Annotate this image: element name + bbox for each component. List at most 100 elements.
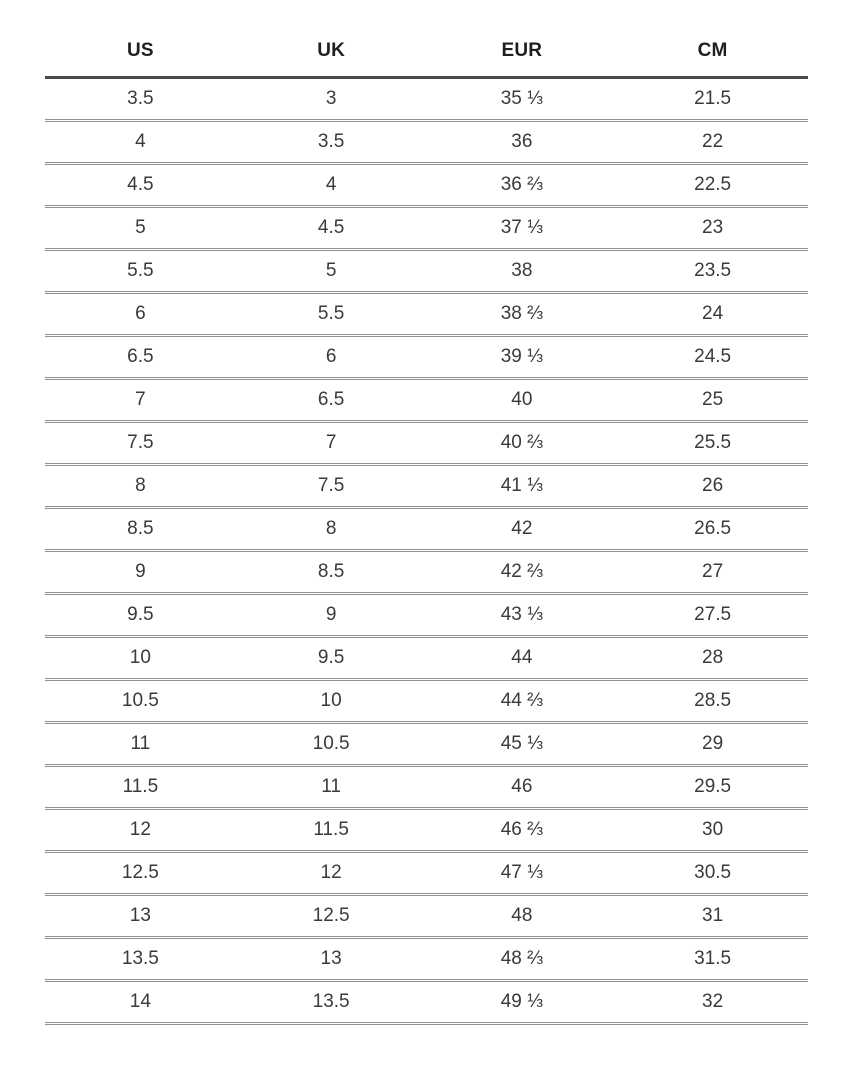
cell-eur: 40 ⅔ (426, 421, 618, 466)
cell-uk: 11.5 (235, 808, 427, 853)
cell-uk: 8 (235, 507, 427, 552)
cell-cm: 21.5 (617, 77, 808, 122)
cell-us: 5 (45, 206, 236, 251)
cell-cm: 30.5 (617, 851, 808, 896)
cell-cm: 26 (617, 464, 808, 509)
cell-cm: 27.5 (617, 593, 808, 638)
cell-us: 8.5 (45, 507, 236, 552)
column-header-us: US (45, 34, 236, 79)
cell-uk: 7.5 (235, 464, 427, 509)
cell-us: 3.5 (45, 77, 236, 122)
table-body: 3.5 3 35 ⅓ 21.5 4 3.5 36 22 4.5 4 36 ⅔ 22.5 5 4.5 37 ⅓… (45, 77, 808, 1025)
table-row: 4.5 4 36 ⅔ 22.5 (45, 163, 808, 208)
cell-us: 14 (45, 980, 236, 1025)
cell-uk: 3 (235, 77, 427, 122)
cell-uk: 13.5 (235, 980, 427, 1025)
cell-eur: 45 ⅓ (426, 722, 618, 767)
table-row: 11.5 11 46 29.5 (45, 765, 808, 810)
cell-us: 4 (45, 120, 236, 165)
cell-uk: 6 (235, 335, 427, 380)
cell-us: 8 (45, 464, 236, 509)
cell-uk: 13 (235, 937, 427, 982)
cell-uk: 11 (235, 765, 427, 810)
table-row: 13 12.5 48 31 (45, 894, 808, 939)
cell-eur: 46 ⅔ (426, 808, 618, 853)
cell-uk: 6.5 (235, 378, 427, 423)
cell-uk: 5 (235, 249, 427, 294)
cell-eur: 43 ⅓ (426, 593, 618, 638)
cell-us: 6 (45, 292, 236, 337)
column-header-uk: UK (235, 34, 427, 79)
cell-us: 13.5 (45, 937, 236, 982)
cell-us: 11 (45, 722, 236, 767)
table-row: 10 9.5 44 28 (45, 636, 808, 681)
table-row: 6 5.5 38 ⅔ 24 (45, 292, 808, 337)
size-conversion-table: US UK EUR CM 3.5 3 35 ⅓ 21.5 4 3.5 36 22 4.5 4 36 ⅔ 22… (45, 34, 808, 1025)
cell-cm: 26.5 (617, 507, 808, 552)
table-row: 10.5 10 44 ⅔ 28.5 (45, 679, 808, 724)
cell-eur: 35 ⅓ (426, 77, 618, 122)
cell-us: 6.5 (45, 335, 236, 380)
cell-eur: 37 ⅓ (426, 206, 618, 251)
column-header-eur: EUR (426, 34, 618, 79)
cell-cm: 31.5 (617, 937, 808, 982)
cell-uk: 7 (235, 421, 427, 466)
cell-cm: 31 (617, 894, 808, 939)
table-row: 13.5 13 48 ⅔ 31.5 (45, 937, 808, 982)
cell-uk: 3.5 (235, 120, 427, 165)
cell-eur: 46 (426, 765, 618, 810)
cell-eur: 48 ⅔ (426, 937, 618, 982)
cell-uk: 9 (235, 593, 427, 638)
cell-eur: 42 (426, 507, 618, 552)
table-row: 5.5 5 38 23.5 (45, 249, 808, 294)
cell-uk: 10.5 (235, 722, 427, 767)
table-row: 5 4.5 37 ⅓ 23 (45, 206, 808, 251)
cell-us: 12.5 (45, 851, 236, 896)
cell-cm: 30 (617, 808, 808, 853)
size-chart-page: US UK EUR CM 3.5 3 35 ⅓ 21.5 4 3.5 36 22 4.5 4 36 ⅔ 22… (0, 34, 856, 1089)
cell-cm: 25.5 (617, 421, 808, 466)
cell-us: 7 (45, 378, 236, 423)
cell-us: 13 (45, 894, 236, 939)
column-header-cm: CM (617, 34, 808, 79)
cell-eur: 40 (426, 378, 618, 423)
cell-uk: 5.5 (235, 292, 427, 337)
cell-us: 5.5 (45, 249, 236, 294)
table-row: 4 3.5 36 22 (45, 120, 808, 165)
table-row: 6.5 6 39 ⅓ 24.5 (45, 335, 808, 380)
table-row: 14 13.5 49 ⅓ 32 (45, 980, 808, 1025)
cell-us: 9 (45, 550, 236, 595)
cell-cm: 27 (617, 550, 808, 595)
cell-cm: 29 (617, 722, 808, 767)
cell-uk: 9.5 (235, 636, 427, 681)
cell-us: 10 (45, 636, 236, 681)
cell-cm: 22.5 (617, 163, 808, 208)
cell-eur: 36 ⅔ (426, 163, 618, 208)
cell-cm: 23 (617, 206, 808, 251)
cell-uk: 8.5 (235, 550, 427, 595)
cell-eur: 47 ⅓ (426, 851, 618, 896)
cell-cm: 23.5 (617, 249, 808, 294)
table-head: US UK EUR CM (45, 34, 808, 79)
cell-cm: 22 (617, 120, 808, 165)
cell-eur: 42 ⅔ (426, 550, 618, 595)
cell-uk: 4 (235, 163, 427, 208)
cell-cm: 24 (617, 292, 808, 337)
table-row: 8.5 8 42 26.5 (45, 507, 808, 552)
table-row: 8 7.5 41 ⅓ 26 (45, 464, 808, 509)
cell-uk: 10 (235, 679, 427, 724)
cell-eur: 39 ⅓ (426, 335, 618, 380)
cell-cm: 28.5 (617, 679, 808, 724)
table-row: 11 10.5 45 ⅓ 29 (45, 722, 808, 767)
cell-us: 7.5 (45, 421, 236, 466)
table-row: 12.5 12 47 ⅓ 30.5 (45, 851, 808, 896)
cell-eur: 38 (426, 249, 618, 294)
cell-uk: 12.5 (235, 894, 427, 939)
cell-eur: 41 ⅓ (426, 464, 618, 509)
cell-eur: 49 ⅓ (426, 980, 618, 1025)
table-row: 12 11.5 46 ⅔ 30 (45, 808, 808, 853)
cell-cm: 29.5 (617, 765, 808, 810)
table-row: 9 8.5 42 ⅔ 27 (45, 550, 808, 595)
cell-us: 10.5 (45, 679, 236, 724)
cell-eur: 44 (426, 636, 618, 681)
